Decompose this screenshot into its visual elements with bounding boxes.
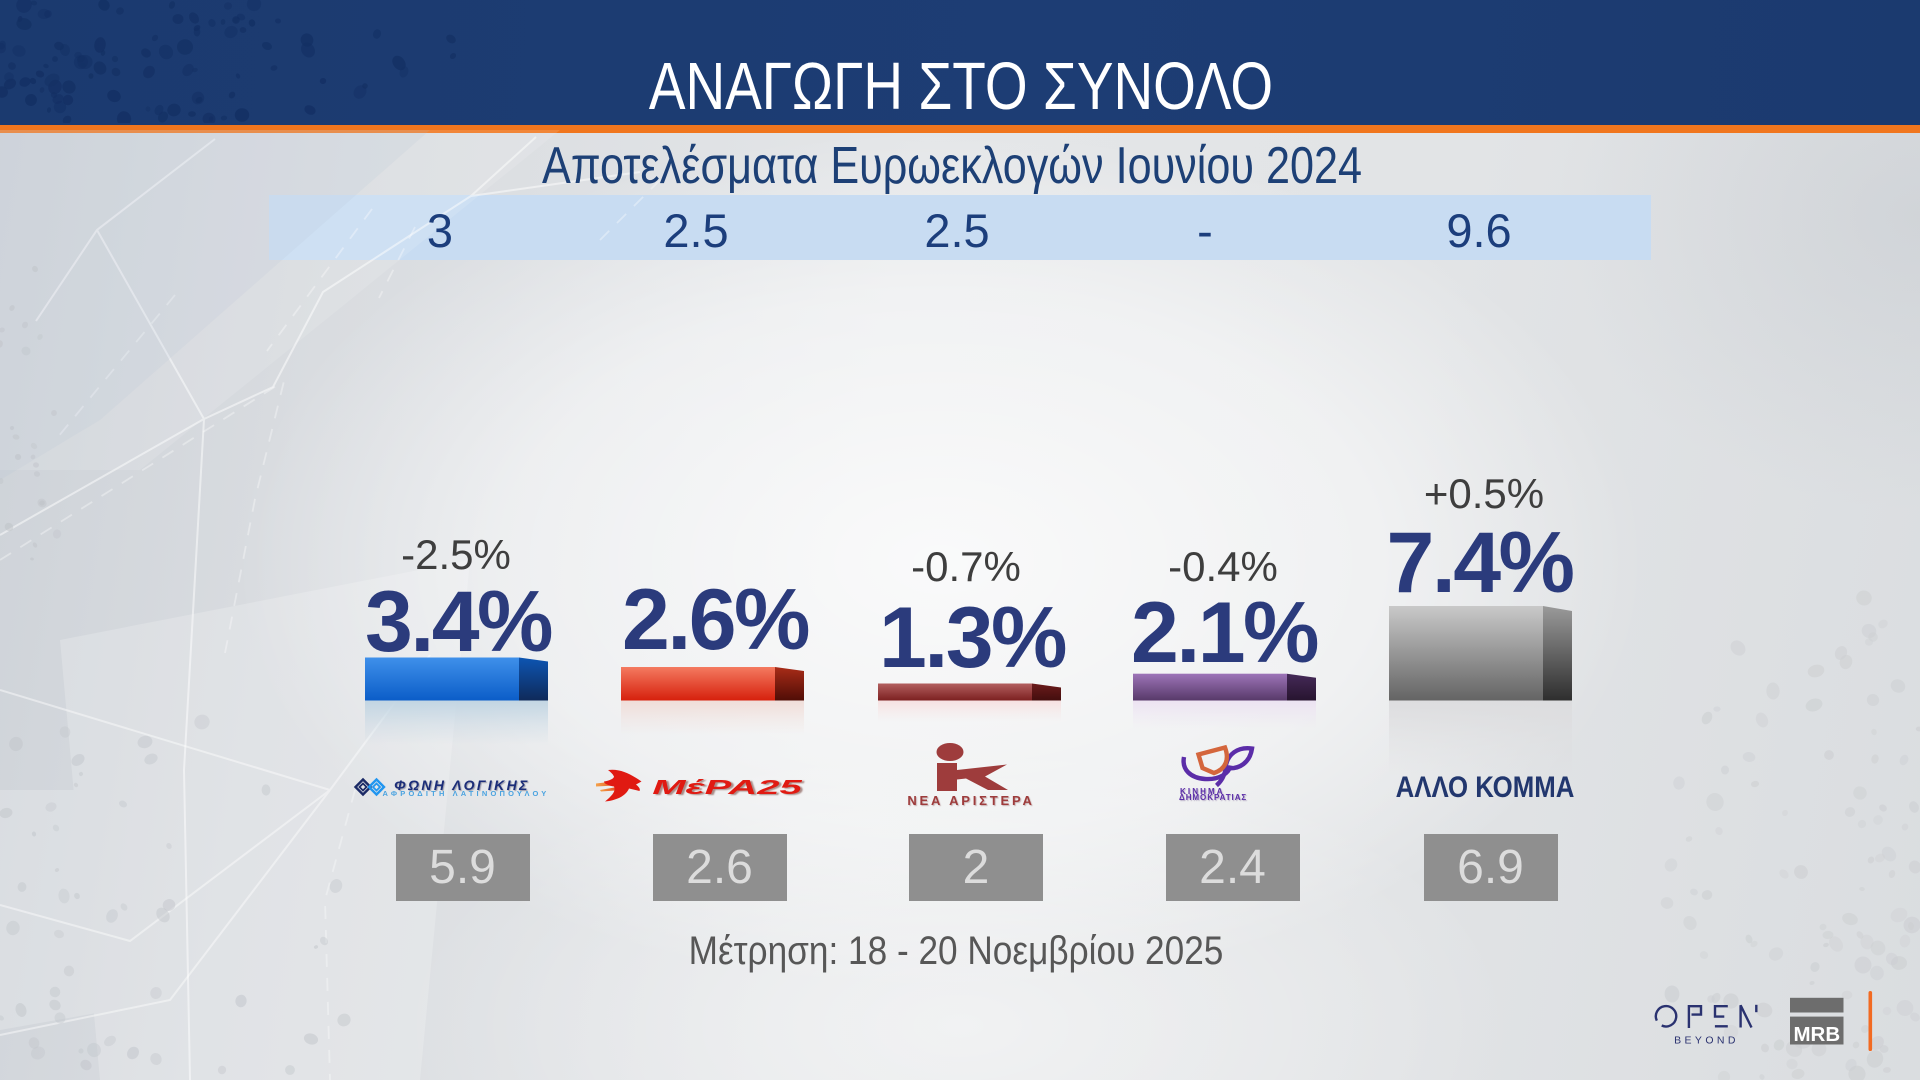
svg-text:MRB: MRB [1793,1023,1840,1046]
svg-text:BEYOND: BEYOND [1674,1035,1739,1047]
